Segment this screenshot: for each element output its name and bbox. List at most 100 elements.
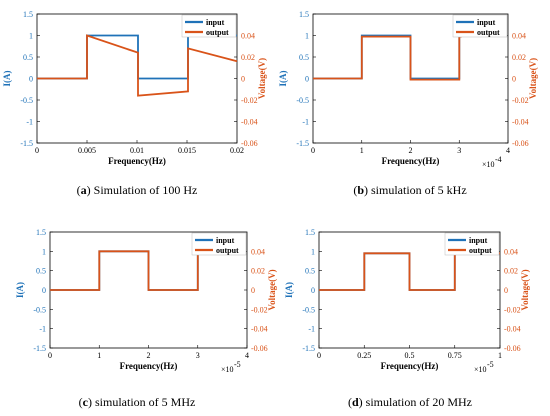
x-tick-label: 3 <box>196 351 200 360</box>
x-tick-label: 0 <box>311 146 315 155</box>
x-multiplier-label: ×10 <box>221 365 234 374</box>
caption-text: ) Simulation of 100 Hz <box>87 183 198 197</box>
caption-label: d <box>352 395 359 409</box>
y-tick-label: 1 <box>305 32 309 41</box>
y-tick-label: -0.5 <box>33 305 46 314</box>
x-multiplier-exponent: -5 <box>234 360 241 369</box>
y2-tick-label: 0.04 <box>241 32 255 41</box>
y2-tick-label: 0.02 <box>504 267 518 276</box>
x-tick-label: 0 <box>48 351 52 360</box>
series-line-output <box>50 250 201 291</box>
y-axis-label: I(A) <box>284 282 294 298</box>
panel-caption: (c) simulation of 5 MHz <box>79 395 196 409</box>
x-tick-label: 0.5 <box>405 351 415 360</box>
series-line-output <box>319 252 500 291</box>
x-tick-label: 3 <box>457 146 461 155</box>
y2-tick-label: -0.02 <box>504 305 521 314</box>
chart-panel-b: 0 1 2 3 4 1.5 1 0.5 0 -0.5 -1 -1.5 0.04 0.02 0 -0.02 -0.… <box>278 10 538 197</box>
caption-paren-open: ( <box>79 395 83 409</box>
caption-label: b <box>357 183 364 197</box>
y-tick-label: 0 <box>305 75 309 84</box>
y2-tick-label: 0.04 <box>251 247 265 256</box>
caption-paren-open: ( <box>353 183 357 197</box>
panel-caption: (b) simulation of 5 kHz <box>353 183 466 197</box>
caption-paren-open: ( <box>77 183 81 197</box>
x-tick-label: 0.75 <box>448 351 462 360</box>
y-tick-label: 1.5 <box>36 228 46 237</box>
x-tick-label: 0.005 <box>78 146 96 155</box>
legend-label-input: input <box>477 18 496 27</box>
y2-tick-label: -0.02 <box>251 305 268 314</box>
y-tick-label: -1.5 <box>296 139 309 148</box>
legend-label-output: output <box>216 246 239 255</box>
y2-tick-label: 0 <box>241 75 245 84</box>
y-tick-label: -1 <box>308 325 315 334</box>
y-tick-label: -1 <box>26 118 33 127</box>
y-axis-label: I(A) <box>278 71 288 87</box>
y2-tick-label: 0 <box>251 286 255 295</box>
y2-tick-label: 0.02 <box>512 53 526 62</box>
x-multiplier-label: ×10 <box>474 365 487 374</box>
x-tick-label: 2 <box>409 146 413 155</box>
x-tick-label: 1 <box>97 351 101 360</box>
y2-tick-label: -0.02 <box>241 96 258 105</box>
x-tick-label: 0.25 <box>357 351 371 360</box>
y-tick-label: 1.5 <box>305 228 315 237</box>
y2-axis-label: Voltage(V) <box>257 58 267 99</box>
x-axis-label: Frequency(Hz) <box>108 156 166 166</box>
y-tick-label: 0 <box>29 75 33 84</box>
y-tick-label: 0.5 <box>23 53 33 62</box>
y2-tick-label: 0.02 <box>251 267 265 276</box>
y2-axis-label: Voltage(V) <box>267 269 277 310</box>
caption-text: ) simulation of 5 kHz <box>364 183 467 197</box>
panel-caption: (a) Simulation of 100 Hz <box>77 183 198 197</box>
y-tick-label: 1.5 <box>23 10 33 19</box>
legend-label-output: output <box>206 28 229 37</box>
x-axis-label: Frequency(Hz) <box>381 361 439 371</box>
y-tick-label: -1.5 <box>20 139 33 148</box>
legend-label-input: input <box>216 236 235 245</box>
series-line-output <box>37 34 238 97</box>
legend-label-input: input <box>469 236 488 245</box>
y2-tick-label: 0 <box>512 75 516 84</box>
legend-label-output: output <box>477 28 500 37</box>
y2-tick-label: -0.04 <box>504 325 521 334</box>
x-tick-label: 2 <box>147 351 151 360</box>
y-tick-label: 0.5 <box>305 267 315 276</box>
legend-label-input: input <box>206 18 225 27</box>
y-tick-label: -0.5 <box>302 305 315 314</box>
x-multiplier-exponent: -5 <box>487 360 494 369</box>
x-tick-label: 0 <box>317 351 321 360</box>
y2-tick-label: 0.04 <box>512 32 526 41</box>
caption-text: ) simulation of 20 MHz <box>359 395 472 409</box>
x-axis-label: Frequency(Hz) <box>382 156 440 166</box>
caption-text: ) simulation of 5 MHz <box>88 395 195 409</box>
caption-label: c <box>83 395 89 409</box>
legend-label-output: output <box>469 246 492 255</box>
x-tick-label: 0.01 <box>130 146 144 155</box>
y2-tick-label: -0.06 <box>504 344 521 353</box>
y2-tick-label: -0.06 <box>512 139 529 148</box>
x-tick-label: 1 <box>498 351 502 360</box>
y-tick-label: -0.5 <box>20 96 33 105</box>
y2-tick-label: 0.02 <box>241 53 255 62</box>
y-axis-label: I(A) <box>2 71 12 87</box>
y-tick-label: 1.5 <box>299 10 309 19</box>
x-tick-label: 0.02 <box>230 146 244 155</box>
y2-tick-label: 0.04 <box>504 247 518 256</box>
chart-panel-c: 0 1 2 3 4 1.5 1 0.5 0 -0.5 -1 -1.5 0.04 0.02 0 -0.02 -0.… <box>15 228 277 409</box>
y-tick-label: -1 <box>302 118 309 127</box>
x-tick-label: 1 <box>360 146 364 155</box>
y-tick-label: -0.5 <box>296 96 309 105</box>
x-multiplier-exponent: -4 <box>495 155 502 164</box>
panel-caption: (d) simulation of 20 MHz <box>348 395 472 409</box>
x-axis-label: Frequency(Hz) <box>120 361 178 371</box>
x-tick-label: 0.015 <box>178 146 196 155</box>
series-line-output <box>313 35 462 81</box>
y-tick-label: 0.5 <box>299 53 309 62</box>
x-tick-label: 4 <box>245 351 249 360</box>
y2-tick-label: -0.02 <box>512 96 529 105</box>
y2-tick-label: -0.04 <box>512 118 529 127</box>
y-tick-label: -1.5 <box>33 344 46 353</box>
